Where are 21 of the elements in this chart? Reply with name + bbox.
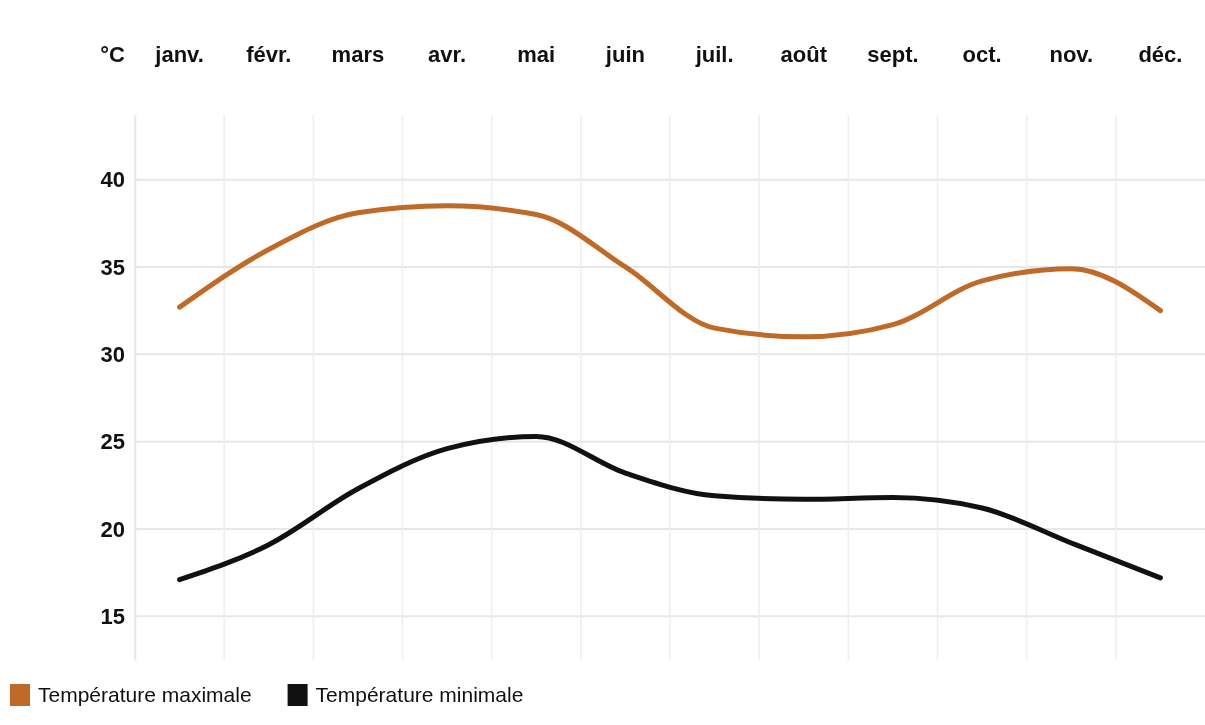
y-tick-label: 30: [100, 341, 125, 367]
x-tick-label: janv.: [154, 42, 204, 67]
x-tick-label: juin: [604, 42, 645, 67]
y-tick-label: 25: [100, 429, 125, 455]
y-axis-title: °C: [100, 42, 126, 67]
legend-label: Température minimale: [315, 683, 524, 707]
x-tick-label: févr.: [246, 42, 292, 67]
x-tick-label: sept.: [867, 42, 919, 67]
x-tick-label: avr.: [428, 42, 467, 67]
y-tick-label: 35: [100, 254, 125, 280]
x-tick-label: mai: [517, 42, 556, 67]
x-tick-label: nov.: [1049, 42, 1094, 67]
x-tick-label: déc.: [1138, 42, 1183, 67]
y-tick-label: 20: [100, 516, 125, 542]
x-tick-label: oct.: [962, 42, 1002, 67]
x-tick-label: mars: [331, 42, 385, 67]
x-tick-label: juil.: [694, 42, 734, 67]
y-tick-label: 40: [100, 167, 125, 193]
legend-label: Température maximale: [38, 683, 252, 707]
x-tick-label: août: [780, 42, 828, 67]
y-tick-label: 15: [100, 603, 125, 629]
